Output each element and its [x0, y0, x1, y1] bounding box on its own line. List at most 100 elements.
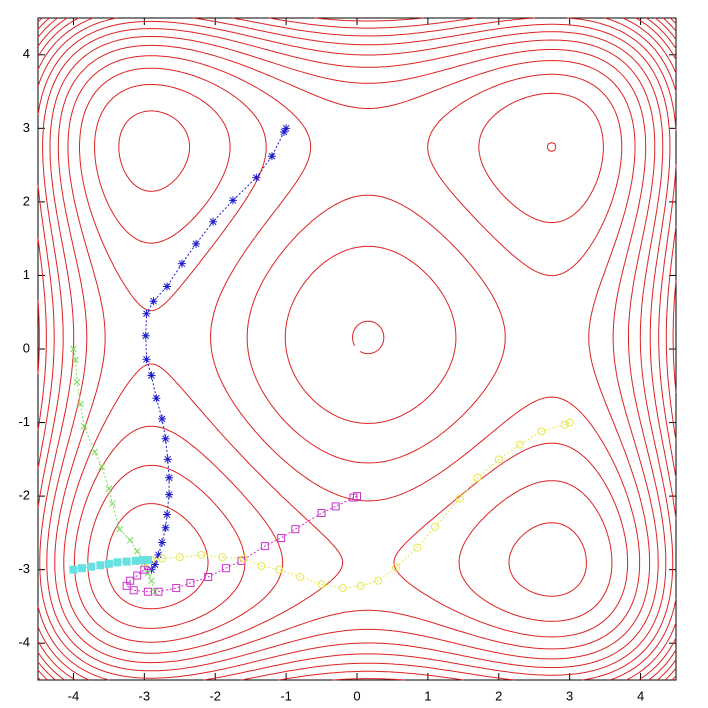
- marker: [209, 217, 218, 226]
- marker: [72, 356, 79, 364]
- x-tick-label: 0: [353, 688, 360, 703]
- marker: [275, 565, 284, 574]
- marker: [131, 556, 140, 565]
- marker: [197, 550, 206, 559]
- marker: [163, 282, 172, 291]
- y-tick-label: 3: [23, 120, 30, 135]
- marker: [237, 556, 246, 565]
- y-tick-label: 0: [23, 340, 30, 355]
- contour-line: [37, 20, 674, 681]
- marker: [317, 580, 326, 589]
- contour-line: [39, 36, 659, 679]
- marker: [73, 378, 81, 386]
- marker: [455, 494, 464, 503]
- contour-line: [37, 17, 677, 681]
- marker: [143, 587, 152, 596]
- trajectory: [70, 345, 159, 596]
- marker: [105, 485, 113, 493]
- contour-line: [87, 110, 587, 629]
- marker: [374, 576, 383, 585]
- y-tick-label: -3: [18, 561, 30, 576]
- marker: [221, 564, 230, 573]
- contour-line: [37, 17, 677, 681]
- marker: [143, 556, 152, 565]
- x-tick-label: -2: [209, 688, 221, 703]
- contour-line: [662, 17, 677, 32]
- marker: [560, 420, 569, 429]
- marker: [129, 586, 138, 595]
- marker: [331, 502, 340, 511]
- contour-line: [37, 17, 677, 681]
- contour-line: [37, 17, 677, 681]
- marker: [152, 394, 161, 403]
- marker: [163, 510, 172, 519]
- contour-line: [37, 28, 667, 681]
- marker: [158, 554, 167, 563]
- marker: [77, 400, 84, 408]
- contour-line: [37, 17, 677, 681]
- marker: [239, 554, 248, 563]
- marker: [473, 473, 482, 482]
- x-tick-label: -3: [139, 688, 151, 703]
- marker: [565, 418, 574, 427]
- contour-line: [37, 17, 677, 681]
- marker: [104, 559, 113, 568]
- trajectory: [140, 418, 574, 593]
- trajectory: [69, 556, 152, 574]
- marker: [69, 565, 78, 574]
- marker: [172, 584, 181, 593]
- x-tick-label: -4: [68, 688, 80, 703]
- trajectory-line: [145, 128, 287, 570]
- contour-line: [63, 67, 629, 654]
- marker: [154, 587, 163, 596]
- trajectory-line: [144, 422, 570, 589]
- contour-line: [670, 17, 677, 25]
- marker: [116, 525, 123, 533]
- y-tick-label: 1: [23, 267, 30, 282]
- marker: [192, 239, 201, 248]
- contour-line: [73, 84, 613, 643]
- contour-line: [106, 503, 209, 610]
- y-tick-label: -4: [18, 635, 30, 650]
- x-tick-label: 2: [495, 688, 502, 703]
- marker: [161, 523, 170, 532]
- marker: [122, 557, 131, 566]
- marker: [165, 490, 174, 499]
- marker: [133, 571, 142, 580]
- trajectory-line: [125, 495, 358, 593]
- marker: [165, 473, 174, 482]
- marker: [70, 345, 77, 353]
- x-tick-label: 1: [424, 688, 431, 703]
- marker: [494, 455, 503, 464]
- x-tick-label: -1: [280, 688, 292, 703]
- y-tick-label: -1: [18, 414, 30, 429]
- marker: [228, 196, 237, 205]
- marker: [109, 500, 116, 507]
- marker: [413, 543, 422, 552]
- marker: [126, 536, 134, 544]
- marker: [163, 455, 172, 464]
- marker: [142, 309, 151, 318]
- marker: [391, 563, 400, 572]
- contour-line: [54, 55, 641, 664]
- marker: [158, 414, 167, 423]
- marker: [147, 371, 156, 380]
- marker: [96, 561, 105, 570]
- marker: [252, 173, 261, 182]
- marker: [98, 463, 106, 471]
- marker: [141, 331, 150, 340]
- marker: [317, 509, 326, 518]
- marker: [77, 564, 86, 573]
- marker: [204, 573, 213, 582]
- contour-line: [37, 17, 677, 681]
- marker: [149, 297, 158, 306]
- marker: [154, 550, 163, 559]
- marker: [282, 124, 291, 133]
- marker: [277, 534, 286, 543]
- marker: [133, 547, 141, 555]
- contour-line: [46, 44, 651, 672]
- marker: [516, 440, 525, 449]
- marker: [113, 558, 122, 567]
- marker: [356, 581, 365, 590]
- marker: [148, 577, 155, 585]
